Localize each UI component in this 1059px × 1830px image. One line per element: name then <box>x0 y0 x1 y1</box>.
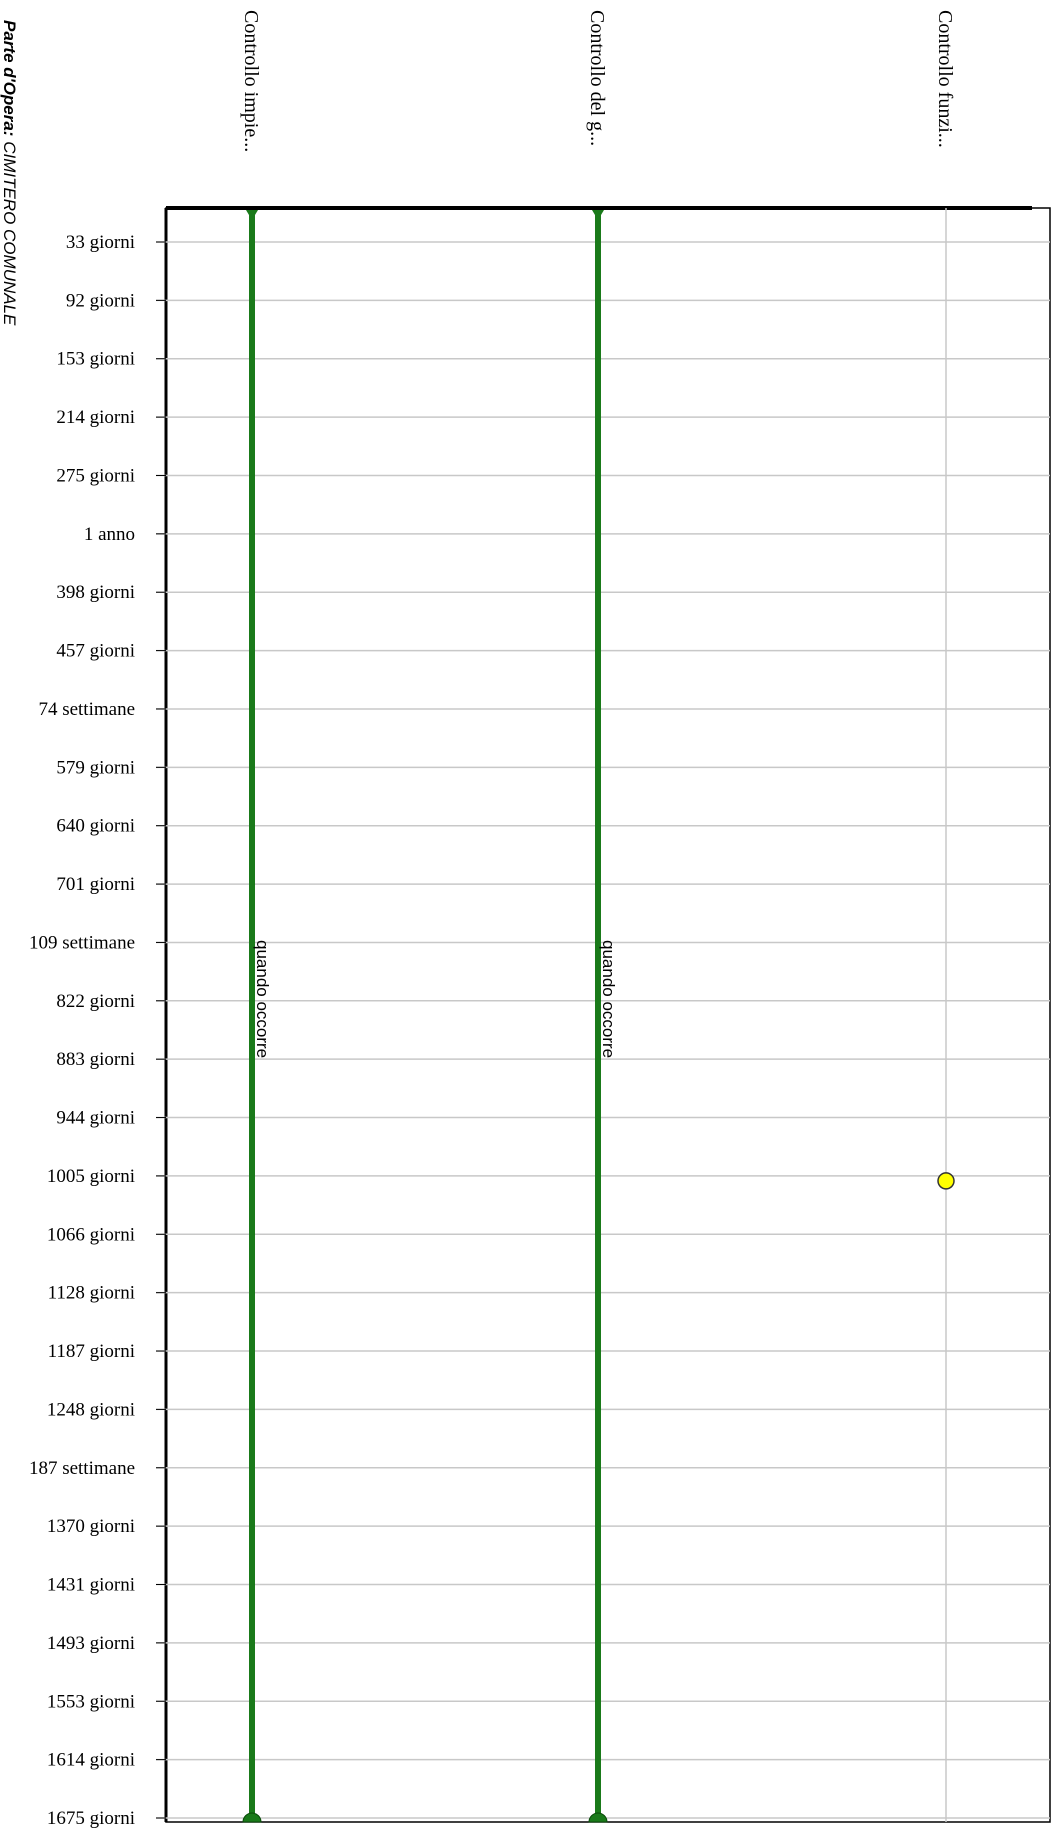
plot-frame <box>165 207 1051 1823</box>
y-tick-label: 944 giorni <box>56 1108 135 1129</box>
series-annotation: quando occorre <box>253 940 272 1058</box>
y-tick-label: 640 giorni <box>56 816 135 837</box>
y-tick-label: 1614 giorni <box>47 1750 135 1771</box>
y-tick-label: 33 giorni <box>66 232 135 253</box>
series-annotation: quando occorre <box>599 940 618 1058</box>
y-tick-label: 153 giorni <box>56 349 135 370</box>
y-tick-label: 1431 giorni <box>47 1575 135 1596</box>
y-tick-label: 74 settimane <box>38 699 135 720</box>
y-tick-label: 1128 giorni <box>48 1283 135 1304</box>
y-tick-label: 701 giorni <box>56 874 135 895</box>
column-header: Controllo funzi... <box>934 10 956 148</box>
side-title-value: CIMITERO COMUNALE <box>0 141 19 326</box>
y-tick-label: 1005 giorni <box>47 1166 135 1187</box>
y-tick-label: 1370 giorni <box>47 1516 135 1537</box>
column-header: Controllo del g... <box>586 10 608 146</box>
series-end-marker <box>588 1812 608 1823</box>
y-tick-label: 1066 giorni <box>47 1224 135 1245</box>
y-tick-label: 92 giorni <box>66 290 135 311</box>
y-tick-label: 1248 giorni <box>47 1399 135 1420</box>
y-tick-label: 109 settimane <box>29 932 135 953</box>
y-tick-label: 1675 giorni <box>47 1808 135 1829</box>
y-tick-label: 822 giorni <box>56 991 135 1012</box>
series-start-marker <box>592 210 604 220</box>
side-title: Parte d'Opera: CIMITERO COMUNALE <box>0 20 19 326</box>
y-tick-label: 398 giorni <box>56 582 135 603</box>
y-tick-label: 579 giorni <box>56 757 135 778</box>
y-tick-label: 883 giorni <box>56 1049 135 1070</box>
y-tick-label: 187 settimane <box>29 1458 135 1479</box>
y-tick-label: 1187 giorni <box>48 1341 135 1362</box>
y-tick-label: 1553 giorni <box>47 1691 135 1712</box>
series-start-marker <box>246 210 258 220</box>
column-header: Controllo impie... <box>240 10 262 152</box>
series-end-marker <box>242 1812 262 1823</box>
y-tick-label: 457 giorni <box>56 641 135 662</box>
series-point <box>937 1172 955 1190</box>
side-title-label: Parte d'Opera: <box>0 20 19 141</box>
y-tick-label: 1493 giorni <box>47 1633 135 1654</box>
y-tick-label: 1 anno <box>84 524 135 545</box>
y-tick-label: 214 giorni <box>56 407 135 428</box>
y-tick-label: 275 giorni <box>56 465 135 486</box>
